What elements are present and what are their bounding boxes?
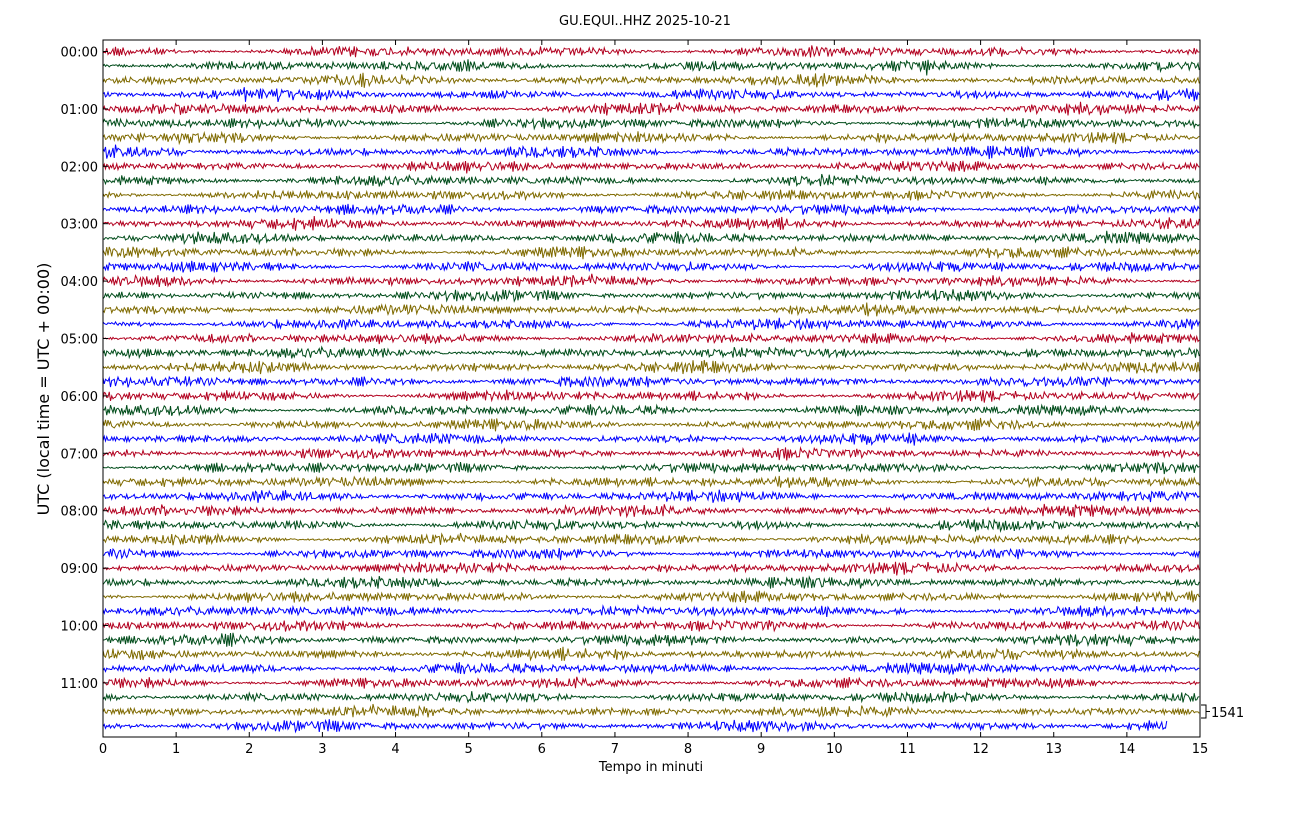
x-tick-label: 11 — [899, 742, 916, 757]
trace-line — [102, 691, 1200, 705]
x-tick-label: 5 — [465, 742, 473, 757]
trace-line — [102, 703, 1200, 719]
scale-bar-label: 1541 — [1211, 706, 1244, 721]
trace-line — [102, 676, 1200, 690]
trace-line — [102, 561, 1200, 576]
trace-line — [102, 130, 1200, 146]
x-tick-label: 2 — [245, 742, 253, 757]
trace-line — [102, 445, 1200, 461]
trace-line — [102, 489, 1200, 503]
x-tick-label: 15 — [1192, 742, 1209, 757]
y-hour-label: 09:00 — [61, 562, 98, 577]
trace-line — [102, 144, 1200, 160]
trace-line — [102, 403, 1200, 417]
trace-line — [102, 216, 1200, 231]
trace-line — [102, 289, 1200, 303]
trace-line — [102, 359, 1200, 375]
y-hour-label: 10:00 — [61, 620, 98, 635]
chart-title: GU.EQUI..HHZ 2025-10-21 — [559, 14, 731, 29]
y-hour-label: 05:00 — [61, 333, 98, 348]
trace-line — [102, 632, 1200, 648]
trace-line — [102, 604, 1200, 618]
trace-line — [102, 547, 1200, 561]
trace-line — [102, 273, 1200, 288]
trace-line — [102, 173, 1200, 188]
y-hour-label: 02:00 — [61, 160, 98, 175]
trace-line — [102, 532, 1200, 546]
x-tick-label: 8 — [684, 742, 692, 757]
x-tick-label: 6 — [538, 742, 546, 757]
y-hour-label: 04:00 — [61, 275, 98, 290]
y-hour-label: 01:00 — [61, 103, 98, 118]
trace-line — [102, 345, 1200, 360]
x-tick-label: 7 — [611, 742, 619, 757]
x-tick-label: 3 — [318, 742, 326, 757]
plot-frame — [102, 39, 1201, 738]
trace-line — [102, 646, 1200, 662]
trace-line — [102, 375, 1200, 389]
x-tick-label: 10 — [826, 742, 843, 757]
trace-line — [102, 260, 1200, 274]
trace-line — [102, 45, 1200, 58]
trace-line — [102, 475, 1200, 489]
trace-line — [102, 417, 1200, 432]
x-tick-label: 9 — [757, 742, 765, 757]
trace-line — [102, 503, 1200, 519]
trace-line — [102, 461, 1200, 475]
trace-line — [102, 59, 1200, 76]
y-hour-label: 07:00 — [61, 447, 98, 462]
y-hour-label: 11:00 — [61, 677, 98, 692]
x-tick-label: 12 — [972, 742, 989, 757]
trace-line — [102, 116, 1200, 131]
x-axis-label: Tempo in minuti — [598, 760, 703, 775]
trace-line — [102, 87, 1200, 103]
x-tick-label: 1 — [172, 742, 180, 757]
amplitude-scale-bar: 1541 — [1201, 704, 1244, 721]
trace-line — [102, 101, 1200, 116]
x-tick-label: 14 — [1119, 742, 1136, 757]
trace-line — [102, 245, 1200, 260]
trace-line — [102, 518, 1200, 534]
x-axis-ticks: 0 1 2 3 4 5 6 7 8 9 10 11 12 13 14 15 — [99, 40, 1208, 757]
trace-line — [102, 618, 1200, 633]
trace-line — [102, 230, 1200, 246]
y-axis-ticks: 00:00 01:00 02:00 03:00 04:00 05:00 06:00 07:00… — [61, 46, 108, 692]
trace-line — [102, 302, 1200, 317]
y-hour-label: 08:00 — [61, 505, 98, 520]
trace-line — [102, 662, 1200, 676]
x-tick-label: 13 — [1045, 742, 1062, 757]
x-tick-label: 0 — [99, 742, 107, 757]
trace-line — [102, 432, 1200, 447]
trace-line — [102, 188, 1200, 202]
scale-bar-bracket — [1201, 704, 1210, 719]
trace-line — [102, 202, 1200, 217]
trace-line — [102, 575, 1200, 589]
x-tick-label: 4 — [391, 742, 399, 757]
y-hour-label: 03:00 — [61, 218, 98, 233]
helicorder-traces — [102, 45, 1200, 734]
y-hour-label: 06:00 — [61, 390, 98, 405]
trace-line — [102, 389, 1200, 403]
trace-line — [102, 332, 1200, 345]
y-hour-label: 00:00 — [61, 46, 98, 61]
trace-line — [102, 317, 1200, 331]
trace-line — [102, 590, 1200, 603]
y-axis-label: UTC (local time = UTC + 00:00) — [34, 263, 53, 516]
trace-line — [102, 159, 1200, 174]
trace-line — [102, 72, 1200, 88]
trace-line — [102, 719, 1168, 734]
